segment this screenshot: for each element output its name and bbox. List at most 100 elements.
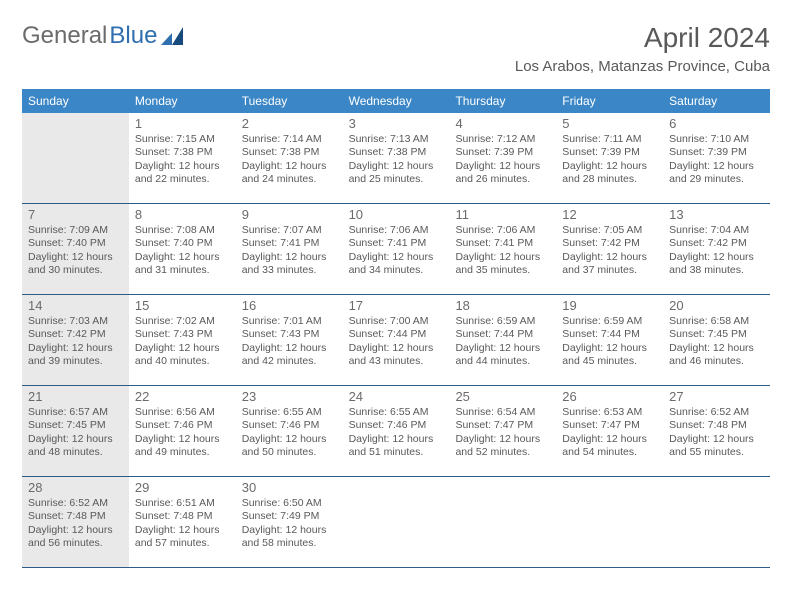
- daylight-text: Daylight: 12 hours and 58 minutes.: [242, 524, 337, 550]
- daylight-text: Daylight: 12 hours and 57 minutes.: [135, 524, 230, 550]
- day-cell: 21Sunrise: 6:57 AMSunset: 7:45 PMDayligh…: [22, 386, 129, 476]
- brand-logo: GeneralBlue: [22, 22, 183, 50]
- day-cell: 28Sunrise: 6:52 AMSunset: 7:48 PMDayligh…: [22, 477, 129, 567]
- week-row: 1Sunrise: 7:15 AMSunset: 7:38 PMDaylight…: [22, 113, 770, 204]
- daylight-text: Daylight: 12 hours and 49 minutes.: [135, 433, 230, 459]
- daylight-text: Daylight: 12 hours and 44 minutes.: [455, 342, 550, 368]
- sunrise-text: Sunrise: 7:14 AM: [242, 133, 337, 146]
- day-number: 25: [455, 389, 550, 405]
- day-cell: 4Sunrise: 7:12 AMSunset: 7:39 PMDaylight…: [449, 113, 556, 203]
- sunrise-text: Sunrise: 7:03 AM: [28, 315, 123, 328]
- header: GeneralBlue April 2024 Los Arabos, Matan…: [22, 22, 770, 75]
- day-header-sun: Sunday: [22, 89, 129, 113]
- day-cell: 26Sunrise: 6:53 AMSunset: 7:47 PMDayligh…: [556, 386, 663, 476]
- sunset-text: Sunset: 7:45 PM: [669, 328, 764, 341]
- day-number: 28: [28, 480, 123, 496]
- sunrise-text: Sunrise: 6:52 AM: [669, 406, 764, 419]
- daylight-text: Daylight: 12 hours and 43 minutes.: [349, 342, 444, 368]
- daylight-text: Daylight: 12 hours and 26 minutes.: [455, 160, 550, 186]
- daylight-text: Daylight: 12 hours and 48 minutes.: [28, 433, 123, 459]
- sunrise-text: Sunrise: 7:06 AM: [349, 224, 444, 237]
- daylight-text: Daylight: 12 hours and 38 minutes.: [669, 251, 764, 277]
- day-cell: 16Sunrise: 7:01 AMSunset: 7:43 PMDayligh…: [236, 295, 343, 385]
- daylight-text: Daylight: 12 hours and 42 minutes.: [242, 342, 337, 368]
- day-header-thu: Thursday: [449, 89, 556, 113]
- daylight-text: Daylight: 12 hours and 52 minutes.: [455, 433, 550, 459]
- sunrise-text: Sunrise: 7:01 AM: [242, 315, 337, 328]
- sunset-text: Sunset: 7:41 PM: [455, 237, 550, 250]
- day-cell: 15Sunrise: 7:02 AMSunset: 7:43 PMDayligh…: [129, 295, 236, 385]
- day-cell: 11Sunrise: 7:06 AMSunset: 7:41 PMDayligh…: [449, 204, 556, 294]
- sunrise-text: Sunrise: 6:52 AM: [28, 497, 123, 510]
- daylight-text: Daylight: 12 hours and 34 minutes.: [349, 251, 444, 277]
- day-cell: [556, 477, 663, 567]
- daylight-text: Daylight: 12 hours and 25 minutes.: [349, 160, 444, 186]
- sunrise-text: Sunrise: 7:15 AM: [135, 133, 230, 146]
- week-row: 28Sunrise: 6:52 AMSunset: 7:48 PM Dayligh…: [22, 477, 770, 568]
- sunset-text: Sunset: 7:39 PM: [455, 146, 550, 159]
- sunrise-text: Sunrise: 7:07 AM: [242, 224, 337, 237]
- sunrise-text: Sunrise: 6:56 AM: [135, 406, 230, 419]
- day-number: 30: [242, 480, 337, 496]
- sunrise-text: Sunrise: 7:09 AM: [28, 224, 123, 237]
- sunset-text: Sunset: 7:43 PM: [135, 328, 230, 341]
- day-number: 29: [135, 480, 230, 496]
- sunset-text: Sunset: 7:48 PM: [669, 419, 764, 432]
- month-title: April 2024: [515, 22, 770, 54]
- sunset-text: Sunset: 7:43 PM: [242, 328, 337, 341]
- sunrise-text: Sunrise: 6:53 AM: [562, 406, 657, 419]
- sunset-text: Sunset: 7:38 PM: [242, 146, 337, 159]
- day-cell: 9Sunrise: 7:07 AMSunset: 7:41 PMDaylight…: [236, 204, 343, 294]
- day-number: 20: [669, 298, 764, 314]
- sunrise-text: Sunrise: 6:50 AM: [242, 497, 337, 510]
- day-cell: 27Sunrise: 6:52 AMSunset: 7:48 PMDayligh…: [663, 386, 770, 476]
- day-cell: 6Sunrise: 7:10 AMSunset: 7:39 PMDaylight…: [663, 113, 770, 203]
- day-number: 17: [349, 298, 444, 314]
- day-number: 7: [28, 207, 123, 223]
- sunset-text: Sunset: 7:42 PM: [669, 237, 764, 250]
- day-number: 16: [242, 298, 337, 314]
- day-cell: 24Sunrise: 6:55 AMSunset: 7:46 PMDayligh…: [343, 386, 450, 476]
- sunrise-text: Sunrise: 7:12 AM: [455, 133, 550, 146]
- day-number: 1: [135, 116, 230, 132]
- sunset-text: Sunset: 7:41 PM: [349, 237, 444, 250]
- daylight-text: Daylight: 12 hours and 55 minutes.: [669, 433, 764, 459]
- day-cell: 29Sunrise: 6:51 AMSunset: 7:48 PMDayligh…: [129, 477, 236, 567]
- day-cell: 18Sunrise: 6:59 AMSunset: 7:44 PMDayligh…: [449, 295, 556, 385]
- sunset-text: Sunset: 7:41 PM: [242, 237, 337, 250]
- brand-text-general: General: [22, 22, 107, 50]
- day-cell: 8Sunrise: 7:08 AMSunset: 7:40 PMDaylight…: [129, 204, 236, 294]
- day-number: 12: [562, 207, 657, 223]
- weeks-container: 1Sunrise: 7:15 AMSunset: 7:38 PMDaylight…: [22, 113, 770, 568]
- daylight-text: Daylight: 12 hours and 51 minutes.: [349, 433, 444, 459]
- day-cell: 20Sunrise: 6:58 AMSunset: 7:45 PMDayligh…: [663, 295, 770, 385]
- sunset-text: Sunset: 7:38 PM: [349, 146, 444, 159]
- day-cell: 12Sunrise: 7:05 AMSunset: 7:42 PMDayligh…: [556, 204, 663, 294]
- day-cell: 30Sunrise: 6:50 AMSunset: 7:49 PMDayligh…: [236, 477, 343, 567]
- sunset-text: Sunset: 7:40 PM: [28, 237, 123, 250]
- sunrise-text: Sunrise: 7:00 AM: [349, 315, 444, 328]
- sunrise-text: Sunrise: 7:05 AM: [562, 224, 657, 237]
- sunrise-text: Sunrise: 6:59 AM: [455, 315, 550, 328]
- sunrise-text: Sunrise: 7:04 AM: [669, 224, 764, 237]
- day-header-tue: Tuesday: [236, 89, 343, 113]
- sunset-text: Sunset: 7:44 PM: [455, 328, 550, 341]
- day-number: 8: [135, 207, 230, 223]
- sunrise-text: Sunrise: 6:55 AM: [349, 406, 444, 419]
- day-number: 14: [28, 298, 123, 314]
- day-number: 10: [349, 207, 444, 223]
- day-number: 4: [455, 116, 550, 132]
- sunset-text: Sunset: 7:46 PM: [242, 419, 337, 432]
- sunset-text: Sunset: 7:38 PM: [135, 146, 230, 159]
- sunset-text: Sunset: 7:48 PM: [28, 510, 123, 523]
- day-cell: [663, 477, 770, 567]
- sunrise-text: Sunrise: 7:10 AM: [669, 133, 764, 146]
- day-cell: 19Sunrise: 6:59 AMSunset: 7:44 PMDayligh…: [556, 295, 663, 385]
- calendar-grid: Sunday Monday Tuesday Wednesday Thursday…: [22, 89, 770, 568]
- day-header-wed: Wednesday: [343, 89, 450, 113]
- day-cell: 1Sunrise: 7:15 AMSunset: 7:38 PMDaylight…: [129, 113, 236, 203]
- sunrise-text: Sunrise: 7:13 AM: [349, 133, 444, 146]
- day-number: 5: [562, 116, 657, 132]
- day-cell: 7Sunrise: 7:09 AMSunset: 7:40 PMDaylight…: [22, 204, 129, 294]
- sunset-text: Sunset: 7:46 PM: [349, 419, 444, 432]
